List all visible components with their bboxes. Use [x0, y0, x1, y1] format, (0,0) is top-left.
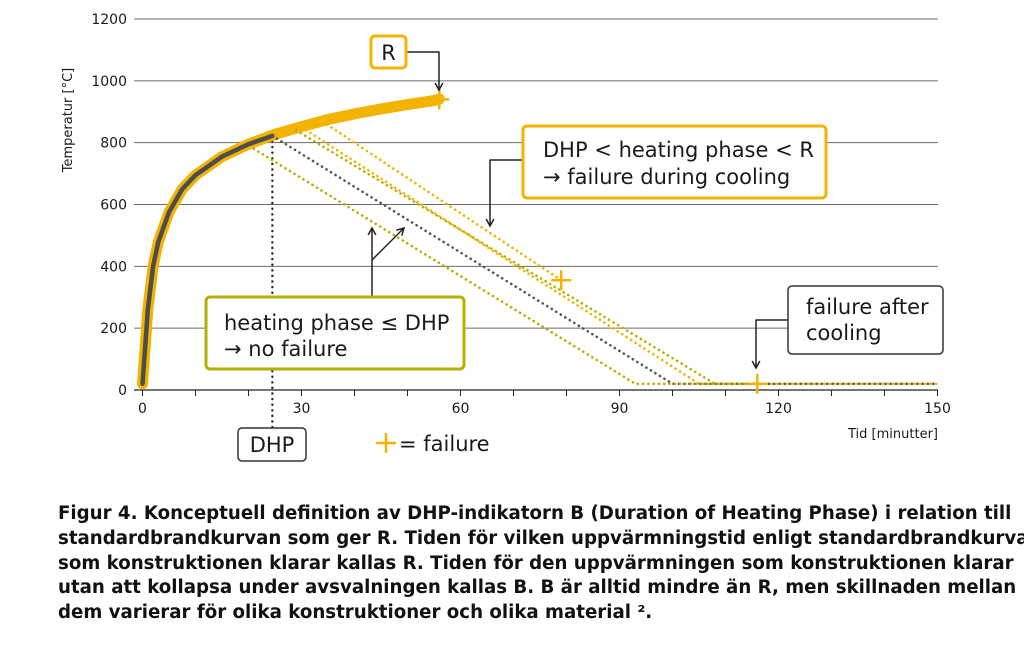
r-label-box: [369, 34, 408, 70]
caption-line: standardbrandkurvan som ger R. Tiden för…: [58, 527, 1024, 549]
caption-line: dem varierar för olika konstruktioner oc…: [58, 602, 653, 624]
series-line-1: [140, 133, 275, 387]
y-tick-label: 1000: [91, 74, 127, 90]
annotation-layer: [367, 51, 788, 370]
y-tick-label: 0: [118, 383, 127, 399]
box-failure-after-cooling: [787, 285, 944, 355]
y-tick-label: 800: [100, 136, 127, 152]
dhp-label-box: [237, 427, 307, 462]
marker-layer: [429, 89, 768, 394]
y-tick-label: 200: [100, 321, 127, 337]
x-tick-label: 0: [138, 401, 147, 417]
failure-marker-plus-icon: [747, 373, 768, 394]
y-tick-label: 1200: [91, 12, 127, 28]
box-failure-during-cooling: [521, 124, 828, 200]
box-failure-after-cooling-line2: cooling: [806, 321, 882, 345]
r-label: R: [381, 41, 396, 65]
arrow-no-failure-up: [367, 226, 377, 297]
caption-line: Figur 4. Konceptuell definition av DHP-i…: [58, 503, 1012, 524]
dhp-label: DHP: [250, 433, 295, 457]
x-axis-title: Tid [minutter]: [847, 427, 938, 442]
arrow-no-failure-diag: [371, 226, 406, 261]
caption-line: utan att kollapsa under avsvalningen kal…: [58, 577, 1017, 599]
x-tick-label: 30: [293, 401, 311, 417]
y-tick-label: 600: [100, 198, 127, 214]
box-failure-during-cooling-line1: DHP < heating phase < R: [543, 138, 814, 162]
box-no-failure: [204, 295, 466, 371]
box-failure-during-cooling-line2: → failure during cooling: [543, 165, 790, 189]
series-line-2: [271, 134, 939, 386]
x-tick-label: 150: [924, 401, 951, 417]
arrow-cooling-box: [485, 159, 523, 228]
caption-line: som konstruktionen klarar kallas R. Tide…: [58, 552, 1014, 574]
chart: 0 200 400 600 800 1000 1200 0 30 60 90 120 150 Tempe…: [61, 12, 951, 462]
y-axis-title: Temperatur [°C]: [61, 68, 76, 174]
series-layer: [137, 93, 939, 430]
failure-legend-label: = failure: [399, 432, 490, 456]
figure-caption: Figur 4. Konceptuell definition av DHP-i…: [58, 502, 1024, 626]
x-tick-label: 90: [611, 401, 629, 417]
failure-legend-plus-icon: [376, 433, 396, 453]
series-line-3: [300, 125, 939, 386]
failure-marker-plus-icon: [551, 270, 572, 291]
x-tick-label: 60: [452, 401, 470, 417]
box-failure-after-cooling-line1: failure after: [806, 295, 929, 319]
x-tick-label: 120: [765, 401, 792, 417]
arrow-r-to-failure: [406, 51, 444, 92]
failure-marker-plus-icon: [429, 89, 450, 110]
series-line-6: [294, 129, 717, 386]
series-line-4: [321, 120, 563, 282]
y-tick-label: 400: [100, 259, 127, 275]
box-no-failure-line1: heating phase ≤ DHP: [224, 311, 449, 335]
box-no-failure-line2: → no failure: [224, 337, 347, 361]
arrow-after-cooling-box: [751, 319, 788, 370]
